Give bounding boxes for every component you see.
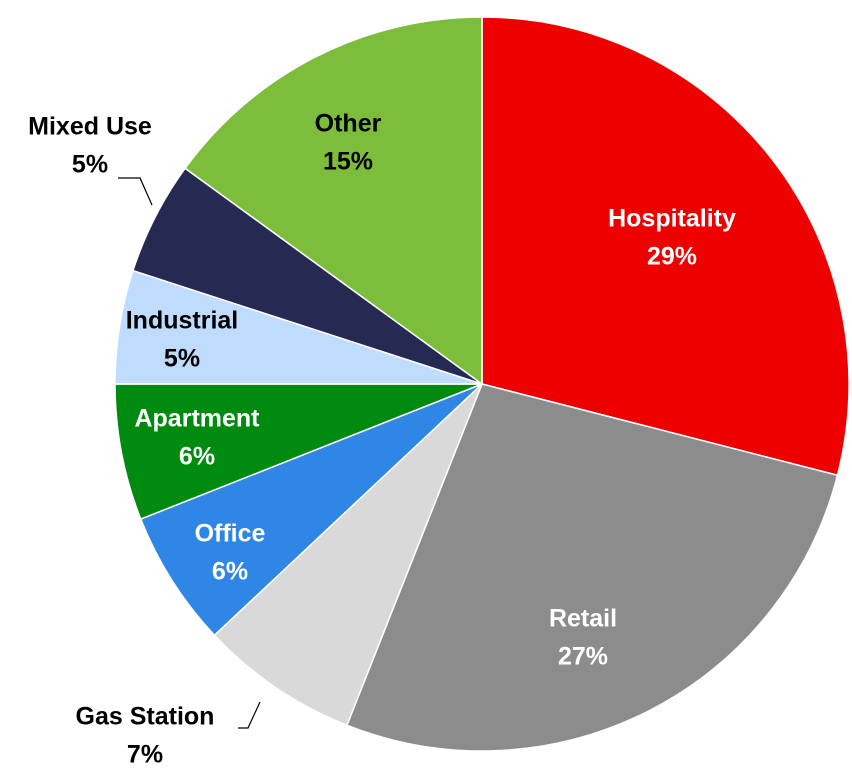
slice-value-label: 7% (127, 741, 163, 768)
slice-value-label: 5% (164, 345, 200, 373)
slice-value-label: 15% (323, 148, 373, 176)
pie-slice (114, 383, 483, 521)
slice-label: Mixed Use (28, 113, 152, 141)
slice-label: Other (315, 110, 382, 138)
slice-label: Gas Station (76, 703, 215, 731)
leader-line (238, 701, 261, 729)
pie-slice (481, 16, 850, 477)
slice-value-label: 27% (558, 643, 608, 671)
leader-line (118, 177, 153, 206)
slice-label: Hospitality (608, 205, 736, 233)
slice-value-label: 5% (72, 151, 108, 179)
pie-slice (184, 16, 483, 386)
pie-slice (139, 383, 483, 637)
slice-label: Apartment (134, 405, 260, 433)
pie-slice (345, 383, 839, 752)
slice-label: Retail (549, 605, 617, 633)
pie-slice (213, 383, 483, 727)
slice-value-label: 6% (179, 443, 215, 471)
slice-label: Industrial (126, 307, 239, 335)
slice-value-label: 6% (212, 558, 248, 586)
slice-label: Office (195, 520, 266, 548)
slice-value-label: 29% (647, 243, 697, 271)
